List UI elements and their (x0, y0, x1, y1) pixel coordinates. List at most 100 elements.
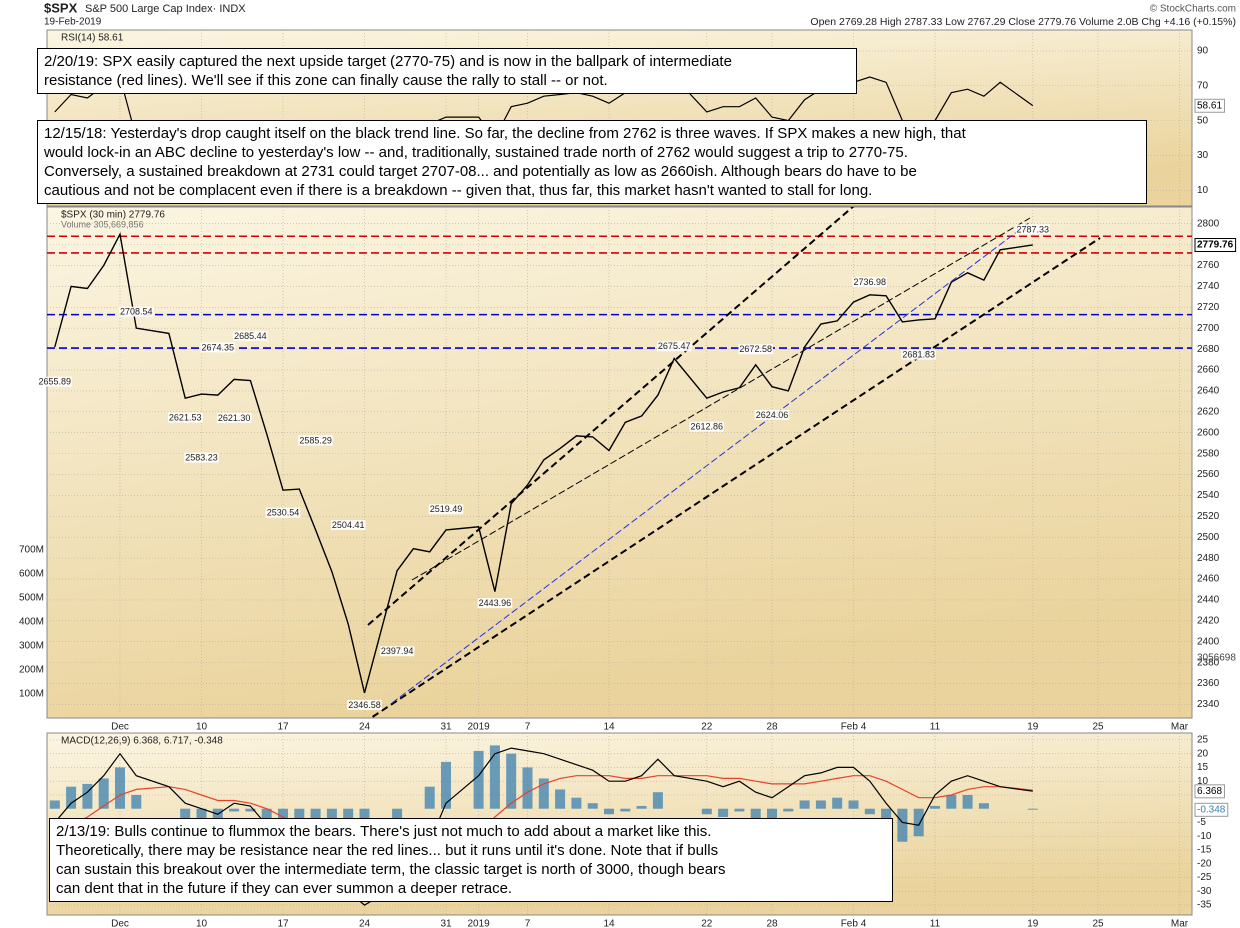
x-tick-label: 25 (1092, 722, 1104, 733)
note-line: 2/20/19: SPX easily captured the next up… (44, 53, 732, 70)
note: 2/13/19: Bulls continue to flummox the b… (49, 818, 893, 902)
x-tick-label: 25 (1092, 919, 1104, 928)
mid-trend-line (411, 217, 1031, 581)
y-tick-label: -5 (1197, 817, 1206, 828)
histogram-bar (441, 761, 451, 809)
y-tick-label: 2380 (1197, 657, 1220, 668)
price-label: 2621.53 (169, 413, 202, 423)
histogram-bar (261, 808, 272, 826)
histogram-bar (848, 800, 859, 809)
y-tick-label: 2540 (1197, 490, 1220, 501)
histogram-bar (180, 808, 191, 823)
price-label: 2504.41 (332, 520, 365, 530)
price-label-box (347, 699, 382, 710)
series-line (54, 775, 1033, 870)
y-tick-label: 2360 (1197, 678, 1220, 689)
x-tick-label: 7 (525, 919, 531, 928)
x-tick-label: 31 (440, 919, 452, 928)
histogram-bar (571, 797, 582, 809)
x-tick-label: 28 (766, 722, 778, 733)
blue-trend-line (391, 221, 1031, 704)
note-line: Conversely, a sustained breakdown at 273… (44, 163, 917, 180)
x-tick-label: 10 (196, 722, 208, 733)
panel-legend: MACD(12,26,9) 6.368, 6.717, -0.348 (61, 736, 223, 747)
y-tick-label: 2700 (1197, 323, 1220, 334)
histogram-bar (196, 808, 207, 823)
histogram-bar (82, 783, 93, 809)
histogram-bar (98, 778, 109, 809)
note-line: 12/15/18: Yesterday's drop caught itself… (44, 125, 966, 142)
histogram-bar (212, 808, 223, 823)
y-tick-label: -10 (1197, 831, 1212, 842)
histogram-bar (49, 800, 60, 809)
x-tick-label: Mar (1171, 722, 1189, 733)
y-tick-label: 10 (1197, 185, 1209, 196)
note-line: 2/13/19: Bulls continue to flummox the b… (56, 823, 712, 840)
histogram-bar (864, 808, 875, 815)
histogram-bar (701, 808, 712, 815)
last-value-box (1194, 784, 1225, 799)
y-tick-label: 70 (1197, 80, 1209, 91)
price-label-box (265, 507, 301, 518)
price-label-box (298, 435, 333, 446)
symbol: $SPX (44, 0, 78, 15)
price-label: 2530.54 (267, 508, 300, 518)
y-tick-label: 25 (1197, 735, 1209, 746)
price-label: 2585.29 (299, 435, 332, 445)
histogram-bar (962, 794, 973, 809)
price-label-box (184, 452, 219, 463)
price-label: 2519.49 (430, 504, 463, 514)
y-tick-label: 20 (1197, 748, 1209, 759)
price-label: 2685.44 (234, 331, 267, 341)
y-tick-label: 2740 (1197, 281, 1220, 292)
y-tick-label: 2680 (1197, 344, 1220, 355)
histogram-bar (392, 808, 403, 826)
lower-trend-line (369, 237, 1101, 718)
histogram-bar (620, 808, 631, 812)
price-label: 2787.33 (1017, 224, 1050, 234)
price-label: 2674.35 (202, 342, 235, 352)
price-label-box (754, 409, 790, 420)
histogram-bar (799, 800, 810, 809)
index-name: S&P 500 Large Cap Index· INDX (85, 3, 246, 15)
price-label-box (428, 504, 464, 515)
histogram-bar (229, 808, 240, 812)
x-tick-label: Dec (111, 919, 129, 928)
y-tick-label: 50 (1197, 115, 1209, 126)
histogram-bar (978, 803, 989, 809)
panel-legend: $SPX (30 min) 2779.76 (61, 210, 165, 221)
y2-tick-label: 200M (19, 665, 44, 676)
histogram-bar (783, 808, 794, 812)
x-tick-label: 31 (440, 722, 452, 733)
y-tick-label: -15 (1197, 845, 1212, 856)
x-tick-label: 10 (196, 919, 208, 928)
y-tick-label: -20 (1197, 858, 1212, 869)
histogram-bar (489, 745, 500, 809)
price-label-box (477, 598, 513, 609)
y-tick-label: 2460 (1197, 574, 1220, 585)
histogram-bar (1027, 808, 1038, 810)
y-tick-label: 2560 (1197, 469, 1220, 480)
series-line (54, 747, 1033, 906)
histogram-bar (538, 778, 549, 809)
price-label: 2621.30 (218, 413, 251, 423)
last-value-label: 6.368 (1197, 786, 1222, 797)
histogram-bar (506, 753, 517, 809)
x-tick-label: 2019 (467, 919, 490, 928)
price-label: 2443.96 (479, 598, 512, 608)
y-tick-label: 2600 (1197, 427, 1220, 438)
histogram-bar (66, 786, 77, 809)
price-label-box (119, 306, 154, 317)
y-tick-label: 2480 (1197, 553, 1220, 564)
last-value-box (1194, 802, 1229, 817)
price-label-box (200, 342, 236, 353)
y-tick-label: -35 (1197, 900, 1212, 911)
y2-tick-label: 300M (19, 640, 44, 651)
x-tick-label: Feb 4 (841, 919, 867, 928)
price-label-box (233, 330, 268, 341)
last-value-box (1194, 238, 1237, 253)
x-tick-label: 22 (701, 722, 713, 733)
histogram-bar (115, 767, 125, 809)
x-tick-label: 19 (1027, 919, 1039, 928)
y2-tick-label: 500M (19, 592, 44, 603)
